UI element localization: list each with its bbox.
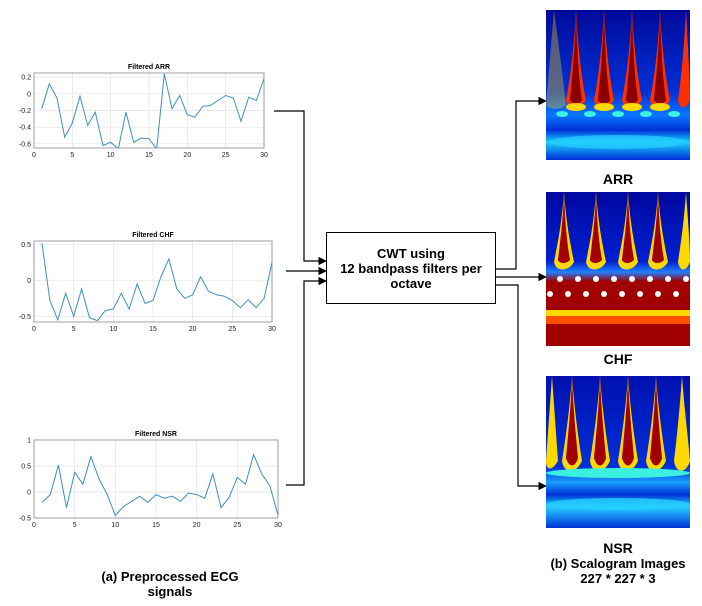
arrow-cwt-to-nsr: [496, 284, 547, 491]
y-tick-label: -0.5: [19, 314, 31, 321]
plot-chf-svg: 0 5 10 15 20 25 300.50-0.5: [19, 240, 276, 333]
scalogram-chf-dots: [547, 276, 689, 297]
x-tick-label: 30: [260, 152, 268, 159]
x-tick-label: 10: [107, 152, 115, 159]
scalogram-chf-spikes: [554, 192, 690, 270]
cwt-line-2: 12 bandpass filters per: [340, 260, 482, 276]
x-tick-label: 30: [274, 522, 282, 529]
arrow-cwt-to-arr: [496, 96, 547, 270]
scalogram-label-chf: CHF: [603, 351, 633, 367]
y-tick-label: 0: [27, 91, 31, 98]
x-tick-label: 20: [193, 522, 201, 529]
scalogram-chf: [546, 192, 690, 346]
signal-line: [41, 453, 278, 517]
x-tick-label: 20: [183, 152, 191, 159]
y-tick-label: 0.5: [21, 242, 31, 249]
x-tick-label: 25: [222, 152, 230, 159]
x-tick-label: 15: [152, 522, 160, 529]
x-tick-label: 5: [72, 326, 76, 333]
x-tick-label: 0: [32, 152, 36, 159]
plot-title-chf: Filtered CHF: [132, 232, 174, 239]
caption-left-line-2: signals: [147, 584, 193, 599]
scalogram-nsr-spikes: [546, 376, 690, 510]
plot-frame: [33, 72, 265, 149]
y-tick-label: -0.5: [19, 516, 31, 523]
y-tick-label: 0.2: [21, 75, 31, 82]
caption-right-line-2: 227 * 227 * 3: [580, 571, 656, 586]
y-tick-label: 0: [27, 278, 31, 285]
y-tick-label: 0: [27, 490, 31, 497]
x-tick-label: 20: [189, 326, 197, 333]
y-tick-label: 0.5: [21, 464, 31, 471]
x-tick-label: 5: [73, 522, 77, 529]
plot-chf: Filtered CHF 0 5 10 15 20 25 30 0.5 0 -0.5: [19, 232, 276, 333]
y-tick-label: -0.2: [19, 108, 31, 115]
x-tick-label: 25: [228, 326, 236, 333]
caption-right-line-1: (b) Scalogram Images: [550, 556, 686, 571]
scalogram-label-nsr: NSR: [603, 540, 633, 556]
signal-line: [41, 243, 272, 322]
caption-left-line-1: (a) Preprocessed ECG: [101, 569, 239, 584]
x-tick-label: 0: [32, 522, 36, 529]
cwt-line-1: CWT using: [377, 245, 445, 261]
x-tick-label: 0: [32, 326, 36, 333]
cwt-box: CWT using 12 bandpass filters per octave: [326, 232, 496, 304]
x-tick-label: 5: [70, 152, 74, 159]
y-tick-label: -0.4: [19, 125, 31, 132]
arrow-nsr-to-cwt: [286, 276, 327, 486]
x-tick-label: 25: [233, 522, 241, 529]
plot-arr: Filtered ARR 0 5 10 15 20 25 30 0.2 0 -0.2 -0.4 -0.…: [19, 64, 268, 159]
y-tick-label: -0.6: [19, 141, 31, 148]
plot-frame: [33, 240, 273, 323]
plot-arr-svg: 0 5 10 15 20 25 30 0.2 0 -0.2 -0.4 -0.6: [19, 72, 268, 159]
plot-frame: [33, 439, 279, 519]
scalogram-arr: [546, 10, 690, 160]
x-tick-label: 15: [149, 326, 157, 333]
caption-right: (b) Scalogram Images 227 * 227 * 3: [530, 556, 702, 586]
plot-nsr: Filtered NSR 0 5 10 15 20 25 30 1 0.5 0 -0.5: [19, 431, 282, 529]
scalogram-nsr: [546, 376, 690, 528]
x-tick-label: 10: [111, 522, 119, 529]
scalogram-label-arr: ARR: [602, 171, 634, 187]
plot-title-arr: Filtered ARR: [127, 64, 171, 71]
y-tick-label: 1: [27, 438, 31, 445]
x-tick-label: 30: [268, 326, 276, 333]
x-tick-label: 10: [109, 326, 117, 333]
plot-title-nsr: Filtered NSR: [134, 431, 177, 438]
x-tick-label: 15: [145, 152, 153, 159]
scalogram-arr-spikes: [546, 10, 690, 149]
signal-line: [41, 73, 264, 148]
caption-left: (a) Preprocessed ECG signals: [70, 569, 270, 599]
cwt-line-3: octave: [390, 275, 432, 291]
